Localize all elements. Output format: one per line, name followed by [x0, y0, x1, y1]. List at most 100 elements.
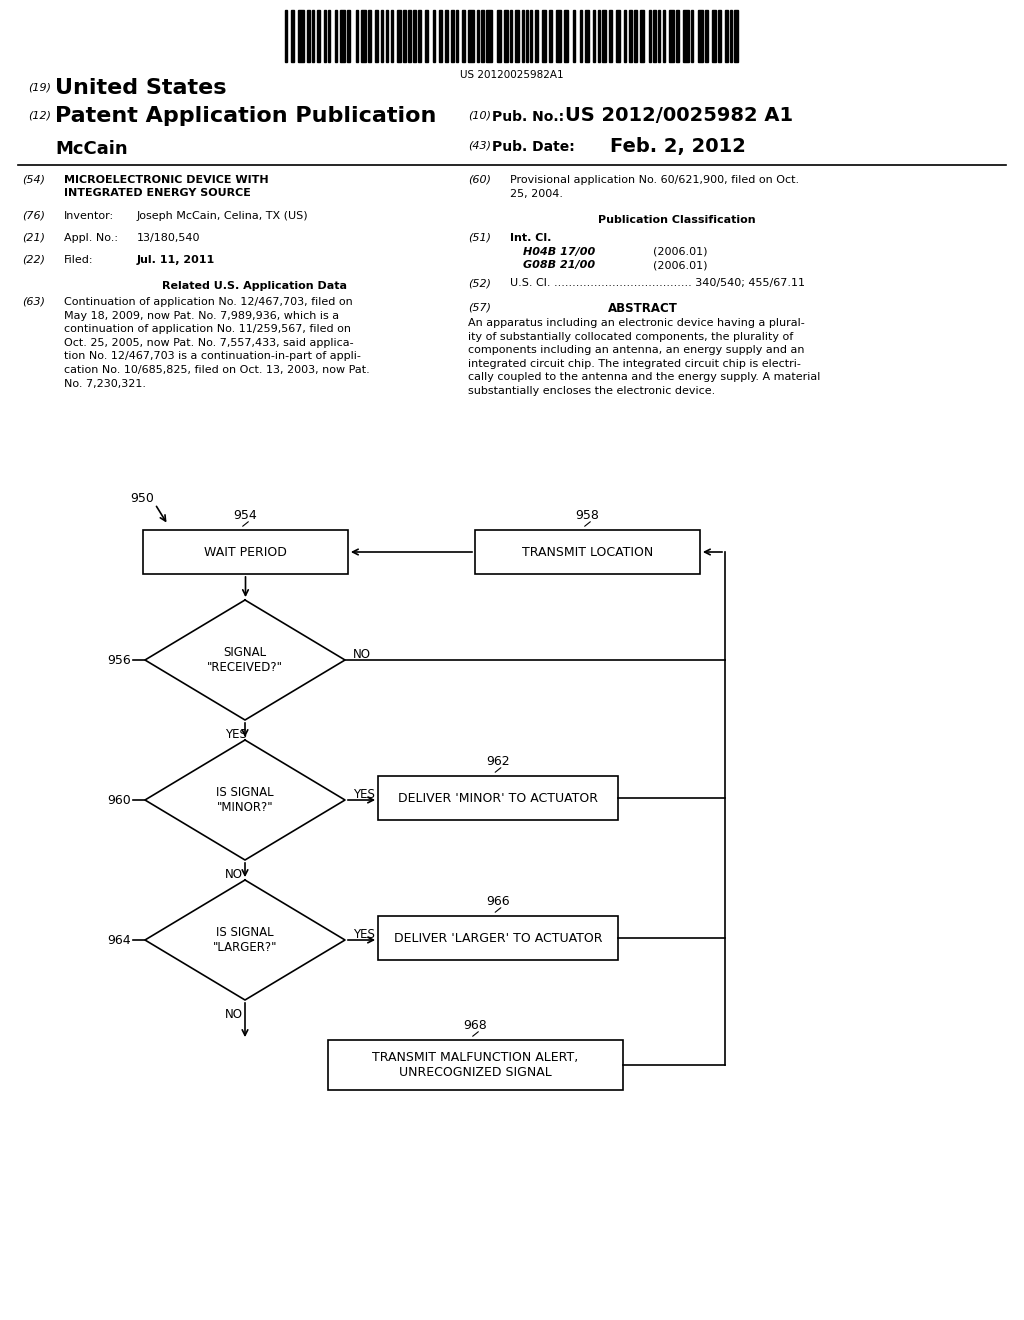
Bar: [497, 11, 501, 62]
Bar: [640, 11, 644, 62]
Bar: [580, 11, 582, 62]
Text: (76): (76): [22, 211, 45, 220]
Text: 950: 950: [130, 492, 154, 506]
Bar: [669, 11, 674, 62]
Text: (2006.01): (2006.01): [653, 260, 708, 271]
Text: (22): (22): [22, 255, 45, 265]
Bar: [658, 11, 660, 62]
Bar: [725, 11, 728, 62]
Bar: [602, 11, 606, 62]
Bar: [510, 11, 512, 62]
Text: (54): (54): [22, 176, 45, 185]
Text: Pub. No.:: Pub. No.:: [492, 110, 564, 124]
Text: 968: 968: [464, 1019, 487, 1032]
Text: NO: NO: [353, 648, 371, 660]
Bar: [285, 11, 287, 62]
Bar: [439, 11, 442, 62]
Bar: [361, 11, 366, 62]
Bar: [573, 11, 575, 62]
Bar: [408, 11, 411, 62]
Bar: [375, 11, 378, 62]
Bar: [593, 11, 595, 62]
Bar: [413, 11, 416, 62]
Bar: [585, 11, 589, 62]
Text: (51): (51): [468, 234, 490, 243]
Text: 13/180,540: 13/180,540: [137, 234, 201, 243]
Bar: [386, 11, 388, 62]
Text: Publication Classification: Publication Classification: [598, 215, 756, 224]
Text: NO: NO: [225, 867, 243, 880]
Bar: [475, 531, 700, 574]
Text: Patent Application Publication: Patent Application Publication: [55, 106, 436, 125]
Text: (52): (52): [468, 279, 490, 288]
Bar: [456, 11, 458, 62]
Text: SIGNAL
"RECEIVED?": SIGNAL "RECEIVED?": [207, 645, 283, 675]
Text: (43): (43): [468, 140, 490, 150]
Text: 958: 958: [575, 510, 599, 521]
Bar: [649, 11, 651, 62]
Text: MICROELECTRONIC DEVICE WITH: MICROELECTRONIC DEVICE WITH: [63, 176, 268, 185]
Text: United States: United States: [55, 78, 226, 98]
Text: 962: 962: [486, 755, 510, 768]
Bar: [143, 531, 348, 574]
Bar: [378, 916, 618, 960]
Bar: [307, 11, 310, 62]
Text: IS SIGNAL
"MINOR?": IS SIGNAL "MINOR?": [216, 785, 273, 814]
Text: Feb. 2, 2012: Feb. 2, 2012: [610, 137, 745, 156]
Bar: [381, 11, 383, 62]
Bar: [368, 11, 371, 62]
Text: Appl. No.:: Appl. No.:: [63, 234, 118, 243]
Text: Inventor:: Inventor:: [63, 211, 114, 220]
Bar: [522, 11, 524, 62]
Bar: [397, 11, 401, 62]
Text: 954: 954: [233, 510, 257, 521]
Bar: [433, 11, 435, 62]
Bar: [324, 11, 326, 62]
Bar: [629, 11, 632, 62]
Text: Pub. Date:: Pub. Date:: [492, 140, 574, 154]
Text: (2006.01): (2006.01): [653, 247, 708, 257]
Text: Continuation of application No. 12/467,703, filed on
May 18, 2009, now Pat. No. : Continuation of application No. 12/467,7…: [63, 297, 370, 388]
Text: 964: 964: [108, 933, 131, 946]
Bar: [598, 11, 600, 62]
Bar: [445, 11, 449, 62]
Bar: [486, 11, 492, 62]
Bar: [718, 11, 721, 62]
Text: DELIVER 'MINOR' TO ACTUATOR: DELIVER 'MINOR' TO ACTUATOR: [398, 792, 598, 804]
Bar: [535, 11, 538, 62]
Text: IS SIGNAL
"LARGER?": IS SIGNAL "LARGER?": [213, 927, 278, 954]
Text: (19): (19): [28, 82, 51, 92]
Text: Joseph McCain, Celina, TX (US): Joseph McCain, Celina, TX (US): [137, 211, 308, 220]
Text: (21): (21): [22, 234, 45, 243]
Bar: [530, 11, 532, 62]
Text: G08B 21/00: G08B 21/00: [523, 260, 595, 271]
Bar: [340, 11, 345, 62]
Bar: [515, 11, 519, 62]
Text: 956: 956: [108, 653, 131, 667]
Text: (57): (57): [468, 302, 490, 312]
Bar: [481, 11, 484, 62]
Bar: [683, 11, 689, 62]
Bar: [403, 11, 406, 62]
Bar: [356, 11, 358, 62]
Text: TRANSMIT LOCATION: TRANSMIT LOCATION: [522, 545, 653, 558]
Bar: [542, 11, 546, 62]
Bar: [526, 11, 528, 62]
Bar: [705, 11, 708, 62]
Bar: [347, 11, 350, 62]
Text: An apparatus including an electronic device having a plural-
ity of substantiall: An apparatus including an electronic dev…: [468, 318, 820, 396]
Bar: [549, 11, 552, 62]
Bar: [477, 11, 479, 62]
Text: NO: NO: [225, 1007, 243, 1020]
Bar: [298, 11, 304, 62]
Text: YES: YES: [225, 727, 247, 741]
Bar: [468, 11, 474, 62]
Text: 960: 960: [108, 793, 131, 807]
Bar: [504, 11, 508, 62]
Bar: [691, 11, 693, 62]
Bar: [653, 11, 656, 62]
Text: TRANSMIT MALFUNCTION ALERT,
UNRECOGNIZED SIGNAL: TRANSMIT MALFUNCTION ALERT, UNRECOGNIZED…: [373, 1051, 579, 1078]
Text: Jul. 11, 2011: Jul. 11, 2011: [137, 255, 215, 265]
Bar: [712, 11, 716, 62]
Bar: [624, 11, 626, 62]
